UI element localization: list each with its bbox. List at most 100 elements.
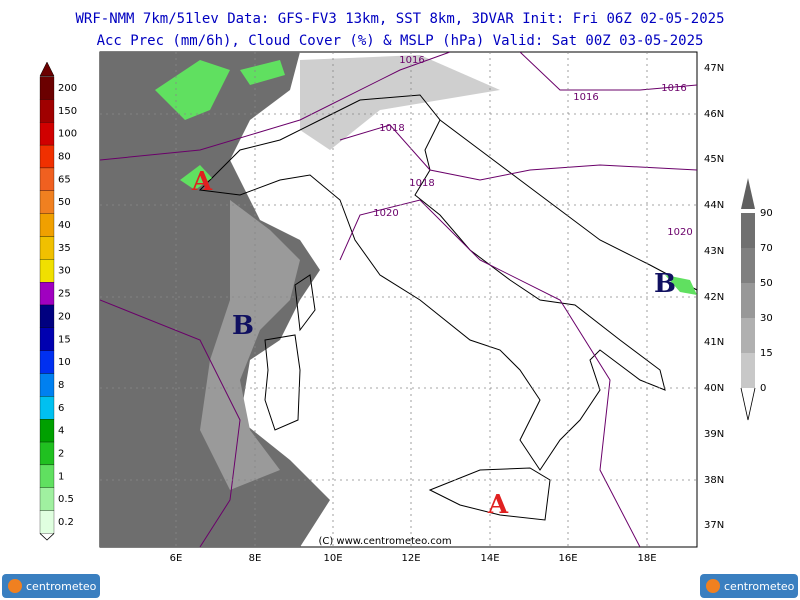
pressure-center: B	[654, 269, 676, 299]
cloud-area	[300, 55, 500, 150]
scale-swatch	[741, 248, 755, 283]
lat-label: 40N	[704, 383, 724, 394]
lat-label: 46N	[704, 109, 724, 120]
isobar	[100, 52, 451, 161]
lon-label: 10E	[323, 553, 342, 564]
lat-label: 43N	[704, 246, 724, 257]
scale-label: 150	[58, 106, 77, 117]
scale-label: 1	[58, 471, 64, 482]
cloud-area	[200, 200, 300, 490]
scale-label: 80	[58, 152, 71, 163]
header-line: WRF-NMM 7km/51lev Data: GFS-FV3 13km, SS…	[75, 11, 724, 27]
lat-label: 38N	[704, 475, 724, 486]
scale-swatch	[39, 259, 55, 283]
lat-label: 41N	[704, 337, 724, 348]
isobar-label: 1020	[373, 208, 398, 219]
scale-swatch	[39, 122, 55, 146]
precip-area	[665, 275, 697, 295]
scale-label: 0.5	[58, 494, 74, 505]
scale-label: 15	[760, 348, 773, 359]
coastline	[439, 119, 697, 291]
logo: centrometeo	[2, 574, 100, 598]
scale-swatch	[39, 282, 55, 306]
isobar-label: 1016	[399, 55, 424, 66]
scale-label: 50	[58, 197, 71, 208]
coastline	[428, 467, 551, 521]
lat-label: 44N	[704, 200, 724, 211]
scale-arrow	[740, 387, 756, 421]
scale-label: 0	[760, 383, 766, 394]
lon-label: 12E	[401, 553, 420, 564]
scale-swatch	[39, 236, 55, 260]
scale-swatch	[39, 304, 55, 328]
isobar	[339, 124, 697, 181]
scale-arrow	[39, 533, 55, 541]
scale-label: 200	[58, 83, 77, 94]
scale-label: 10	[58, 357, 71, 368]
logo-text: centrometeo	[26, 580, 97, 593]
header-line: Acc Prec (mm/6h), Cloud Cover (%) & MSLP…	[97, 33, 704, 49]
isobar	[519, 52, 697, 91]
lon-label: 8E	[249, 553, 262, 564]
scale-label: 25	[58, 289, 71, 300]
scale-label: 20	[58, 311, 71, 322]
logo: centrometeo	[700, 574, 798, 598]
scale-swatch	[741, 213, 755, 248]
scale-swatch	[39, 373, 55, 397]
scale-label: 40	[58, 220, 71, 231]
scale-swatch	[39, 76, 55, 100]
precip-area	[240, 60, 285, 85]
pressure-center: A	[191, 167, 213, 197]
scale-label: 35	[58, 243, 71, 254]
scale-label: 15	[58, 334, 71, 345]
scale-label: 30	[760, 313, 773, 324]
coastline	[198, 94, 666, 471]
scale-label: 50	[760, 278, 773, 289]
lon-label: 6E	[170, 553, 183, 564]
scale-label: 70	[760, 243, 773, 254]
coastline	[264, 334, 301, 431]
lon-label: 16E	[558, 553, 577, 564]
lat-label: 47N	[704, 63, 724, 74]
scale-swatch	[39, 441, 55, 466]
scale-swatch	[39, 510, 55, 534]
scale-label: 100	[58, 129, 77, 140]
scale-swatch	[39, 419, 55, 443]
isobar-label: 1018	[379, 123, 404, 134]
scale-swatch	[39, 487, 55, 511]
pressure-center: B	[232, 311, 254, 341]
precip-area	[155, 60, 230, 120]
isobar-label: 1018	[409, 178, 434, 189]
scale-swatch	[39, 99, 55, 123]
map	[99, 51, 698, 548]
scale-arrow	[39, 61, 55, 77]
scale-label: 6	[58, 403, 64, 414]
scale-swatch	[741, 318, 755, 353]
logo-text: centrometeo	[724, 580, 795, 593]
scale-label: 30	[58, 266, 71, 277]
scale-swatch	[39, 350, 55, 374]
scale-label: 4	[58, 426, 64, 437]
isobar-label: 1016	[661, 83, 686, 94]
lon-label: 14E	[480, 553, 499, 564]
cloud-area	[100, 52, 330, 547]
lon-label: 18E	[637, 553, 656, 564]
scale-swatch	[39, 167, 55, 191]
scale-swatch	[39, 327, 55, 351]
coastline	[294, 274, 316, 332]
scale-label: 65	[58, 174, 71, 185]
scale-swatch	[39, 396, 55, 420]
scale-label: 8	[58, 380, 64, 391]
isobar	[339, 199, 641, 547]
lat-label: 42N	[704, 292, 724, 303]
scale-swatch	[39, 464, 55, 488]
scale-swatch	[741, 283, 755, 318]
scale-label: 90	[760, 208, 773, 219]
lat-label: 39N	[704, 429, 724, 440]
scale-swatch	[39, 213, 55, 237]
scale-swatch	[39, 190, 55, 214]
scale-label: 2	[58, 448, 64, 459]
scale-arrow	[741, 178, 755, 209]
